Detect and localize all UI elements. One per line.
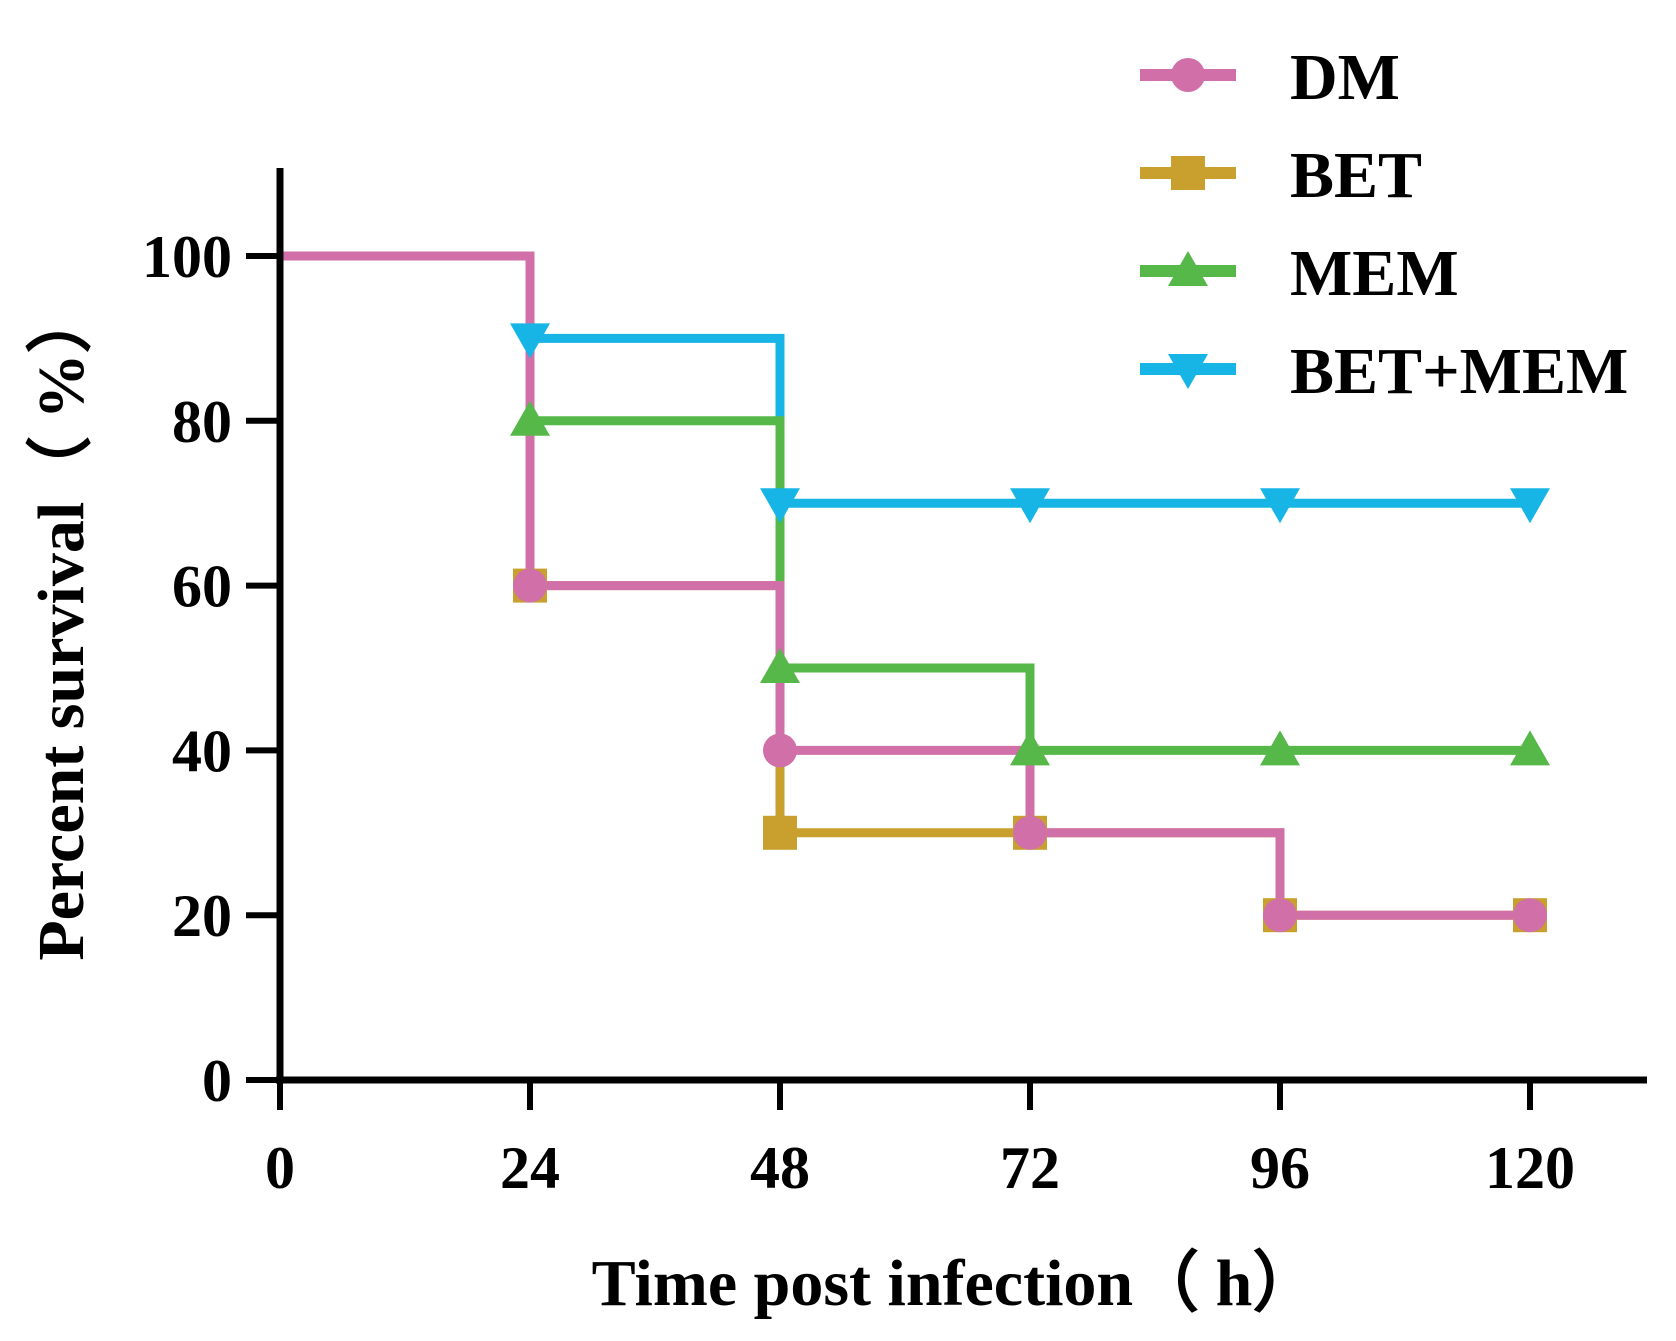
legend-marker-dm	[1171, 58, 1205, 92]
y-tick-label-20: 20	[172, 883, 232, 949]
y-tick-label-60: 60	[172, 554, 232, 620]
markers-layer	[510, 323, 1550, 933]
legend-marker-bet-mem	[1168, 354, 1208, 389]
x-tick-label-0: 0	[265, 1135, 295, 1201]
data-point-dm-120	[1513, 898, 1547, 933]
x-tick-label-72: 72	[1000, 1135, 1060, 1201]
x-tick-label-48: 48	[750, 1135, 810, 1201]
legend-label-mem: MEM	[1290, 237, 1459, 310]
y-tick-label-0: 0	[202, 1048, 232, 1114]
x-tick-label-120: 120	[1485, 1135, 1575, 1201]
data-point-dm-48	[763, 733, 797, 768]
data-point-bet-48	[763, 815, 797, 850]
data-point-bet-mem-72	[1010, 488, 1050, 524]
legend-marker-mem	[1168, 251, 1208, 286]
x-tick-label-96: 96	[1250, 1135, 1310, 1201]
y-tick-label-100: 100	[142, 224, 232, 290]
data-point-dm-72	[1013, 815, 1047, 850]
x-axis-title: Time post infection（ h）	[592, 1246, 1319, 1320]
legend-label-bet-mem: BET+MEM	[1290, 335, 1628, 408]
data-point-bet-mem-120	[1510, 488, 1550, 524]
y-tick-label-40: 40	[172, 718, 232, 784]
data-point-bet-mem-96	[1260, 488, 1300, 524]
data-point-dm-24	[513, 568, 547, 603]
data-point-mem-24	[510, 400, 550, 436]
axes-layer	[276, 168, 1647, 1084]
legend-label-dm: DM	[1290, 41, 1400, 114]
data-point-mem-72	[1010, 730, 1050, 766]
legend: DM BET MEM BET+MEM	[1140, 41, 1628, 408]
legend-marker-bet	[1171, 156, 1205, 190]
data-point-mem-120	[1510, 730, 1550, 766]
ticks-layer: 0 24 48 72 96 120 0 20 40 60 80 100	[142, 224, 1575, 1201]
data-point-dm-96	[1263, 898, 1297, 933]
y-axis-title: Percent survival（ %）	[24, 287, 98, 960]
data-point-bet-mem-48	[760, 488, 800, 524]
y-tick-label-80: 80	[172, 389, 232, 455]
data-point-mem-48	[760, 648, 800, 683]
data-point-mem-96	[1260, 730, 1300, 766]
legend-label-bet: BET	[1290, 139, 1422, 212]
x-tick-label-24: 24	[500, 1135, 560, 1201]
data-point-bet-mem-24	[510, 323, 550, 359]
